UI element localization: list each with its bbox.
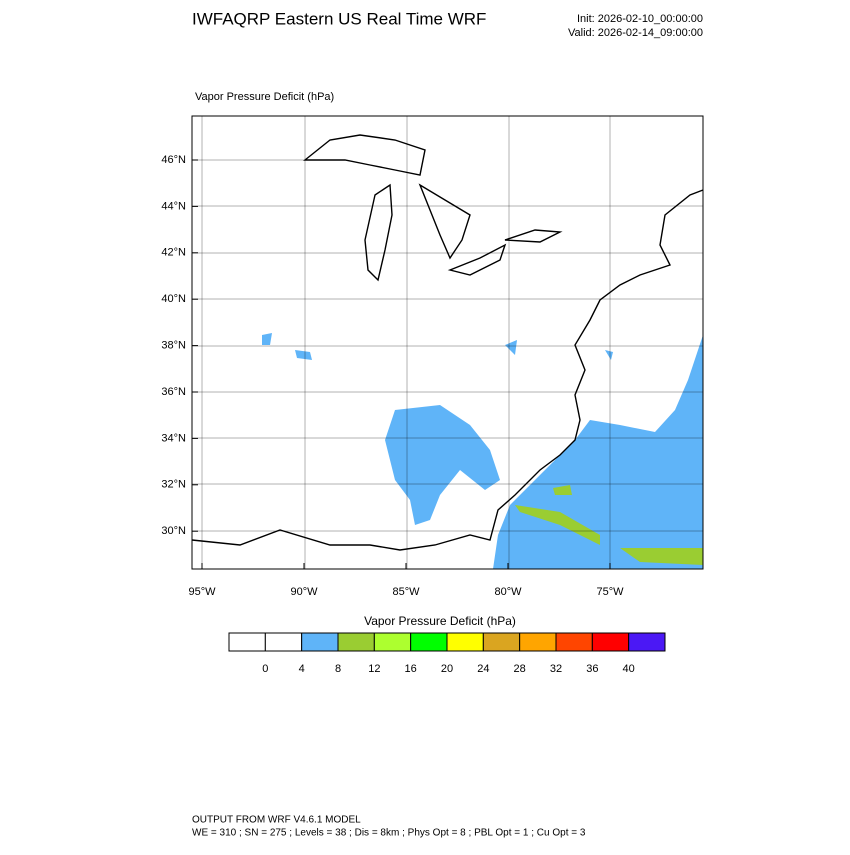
lat-label: 38°N bbox=[161, 340, 186, 352]
colorbar-label: 8 bbox=[335, 663, 341, 675]
lake-erie bbox=[447, 243, 507, 276]
lon-label: 80°W bbox=[494, 586, 522, 598]
lake-michigan bbox=[364, 183, 393, 282]
lake-huron bbox=[418, 183, 471, 260]
colorbar-label: 16 bbox=[405, 663, 417, 675]
coastline bbox=[191, 189, 704, 551]
colorbar-label: 24 bbox=[477, 663, 489, 675]
colorbar-title: Vapor Pressure Deficit (hPa) bbox=[364, 614, 516, 628]
vpd-area bbox=[262, 333, 613, 360]
lon-label: 95°W bbox=[188, 586, 216, 598]
colorbar-label: 20 bbox=[441, 663, 453, 675]
vpd-area bbox=[515, 485, 703, 565]
colorbar-label: 36 bbox=[586, 663, 598, 675]
map bbox=[191, 115, 704, 570]
colorbar-swatch bbox=[373, 632, 412, 652]
colorbar-swatch bbox=[228, 632, 266, 652]
colorbar-label: 32 bbox=[550, 663, 562, 675]
colorbar-label: 40 bbox=[623, 663, 635, 675]
lat-label: 36°N bbox=[161, 386, 186, 398]
lat-label: 32°N bbox=[161, 479, 186, 491]
lat-label: 46°N bbox=[161, 154, 186, 166]
lake-superior bbox=[303, 134, 426, 176]
colorbar-label: 12 bbox=[368, 663, 380, 675]
lon-label: 85°W bbox=[392, 586, 420, 598]
colorbar-label: 4 bbox=[299, 663, 305, 675]
colorbar-swatch bbox=[519, 632, 557, 652]
colorbar-label: 0 bbox=[262, 663, 268, 675]
colorbar-swatch bbox=[410, 632, 448, 652]
init-time: Init: 2026-02-10_00:00:00 bbox=[577, 13, 703, 25]
colorbar-swatch bbox=[301, 632, 339, 652]
valid-time: Valid: 2026-02-14_09:00:00 bbox=[568, 27, 703, 39]
lake-ontario bbox=[504, 229, 563, 243]
map-title: Vapor Pressure Deficit (hPa) bbox=[195, 91, 334, 103]
footer-line: OUTPUT FROM WRF V4.6.1 MODEL bbox=[192, 815, 361, 826]
colorbar-swatch bbox=[482, 632, 521, 652]
colorbar-swatch bbox=[555, 632, 593, 652]
footer-line: WE = 310 ; SN = 275 ; Levels = 38 ; Dis … bbox=[192, 828, 586, 839]
colorbar-swatch bbox=[446, 632, 484, 652]
lat-label: 34°N bbox=[161, 432, 186, 444]
main-title: IWFAQRP Eastern US Real Time WRF bbox=[192, 9, 486, 28]
colorbar-swatch bbox=[337, 632, 375, 652]
county-lines bbox=[192, 116, 703, 569]
colorbar-label: 28 bbox=[514, 663, 526, 675]
colorbar-swatch bbox=[591, 632, 630, 652]
colorbar-swatch bbox=[628, 632, 666, 652]
lon-label: 75°W bbox=[596, 586, 624, 598]
lat-label: 40°N bbox=[161, 293, 186, 305]
map-frame bbox=[191, 115, 704, 570]
lon-label: 90°W bbox=[290, 586, 318, 598]
vpd-area bbox=[385, 405, 500, 525]
colorbar-swatch bbox=[264, 632, 303, 652]
lat-label: 30°N bbox=[161, 525, 186, 537]
lat-label: 42°N bbox=[161, 247, 186, 259]
lat-label: 44°N bbox=[161, 200, 186, 212]
